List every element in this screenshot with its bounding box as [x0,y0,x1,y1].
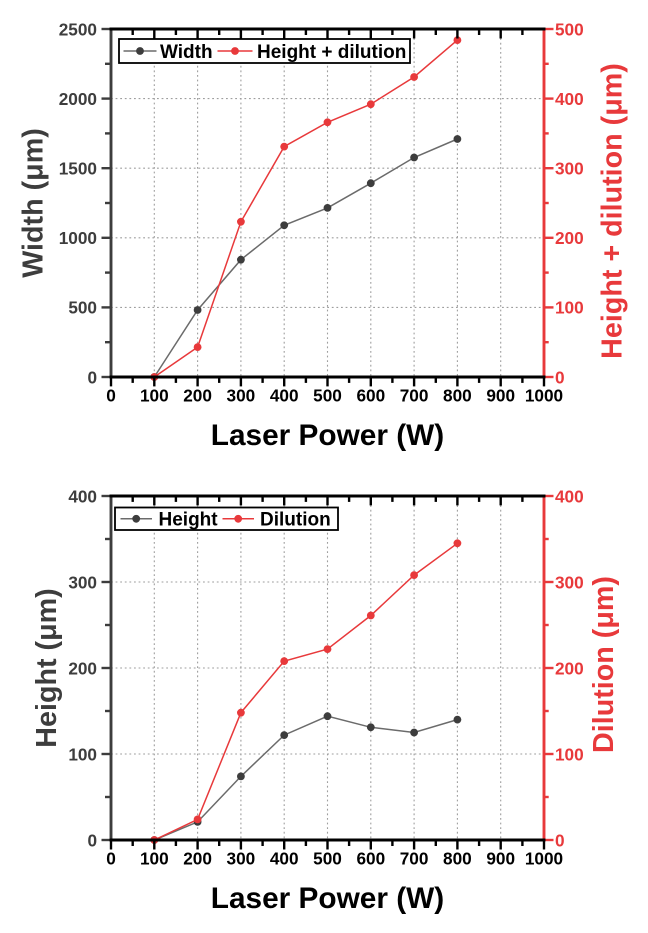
svg-text:300: 300 [227,849,256,869]
svg-text:1500: 1500 [59,159,97,179]
svg-text:0: 0 [106,849,116,869]
svg-text:200: 200 [183,849,212,869]
svg-text:900: 900 [486,386,515,406]
svg-text:Height: Height [159,510,219,531]
svg-text:200: 200 [555,658,584,678]
svg-text:200: 200 [68,658,97,678]
svg-text:700: 700 [400,386,429,406]
svg-text:500: 500 [68,298,97,318]
svg-text:100: 100 [140,849,169,869]
svg-text:1000: 1000 [525,386,563,406]
svg-text:1000: 1000 [525,849,563,869]
svg-text:300: 300 [227,386,256,406]
svg-text:400: 400 [270,849,299,869]
svg-text:100: 100 [68,744,97,764]
svg-text:300: 300 [555,572,584,592]
svg-text:500: 500 [313,386,342,406]
svg-text:300: 300 [555,159,584,179]
svg-text:0: 0 [106,386,116,406]
svg-text:Laser Power (W): Laser Power (W) [211,882,444,915]
svg-text:2000: 2000 [59,89,97,109]
svg-text:800: 800 [443,849,472,869]
svg-text:Dilution: Dilution [260,510,331,531]
svg-text:200: 200 [555,228,584,248]
svg-text:Height (μm): Height (μm) [31,588,63,747]
svg-text:Laser Power (W): Laser Power (W) [211,419,444,452]
svg-text:900: 900 [486,849,515,869]
svg-text:300: 300 [68,572,97,592]
svg-text:Width: Width [160,42,213,63]
svg-text:0: 0 [87,830,97,850]
svg-text:0: 0 [87,367,97,387]
svg-text:600: 600 [356,849,385,869]
svg-text:0: 0 [555,830,565,850]
svg-text:400: 400 [270,386,299,406]
svg-text:100: 100 [555,744,584,764]
svg-text:200: 200 [183,386,212,406]
svg-text:Dilution (μm): Dilution (μm) [588,576,620,753]
svg-text:0: 0 [555,367,565,387]
svg-text:2500: 2500 [59,19,97,39]
svg-text:400: 400 [68,486,97,506]
svg-text:500: 500 [555,19,584,39]
svg-text:1000: 1000 [59,228,97,248]
svg-text:100: 100 [555,298,584,318]
svg-text:Height + dilution: Height + dilution [257,42,406,63]
svg-text:Width (μm): Width (μm) [18,128,50,278]
svg-text:Height + dilution (μm): Height + dilution (μm) [597,63,629,359]
svg-text:700: 700 [400,849,429,869]
svg-text:400: 400 [555,486,584,506]
svg-text:400: 400 [555,89,584,109]
svg-text:100: 100 [140,386,169,406]
svg-text:600: 600 [356,386,385,406]
svg-text:500: 500 [313,849,342,869]
svg-text:800: 800 [443,386,472,406]
